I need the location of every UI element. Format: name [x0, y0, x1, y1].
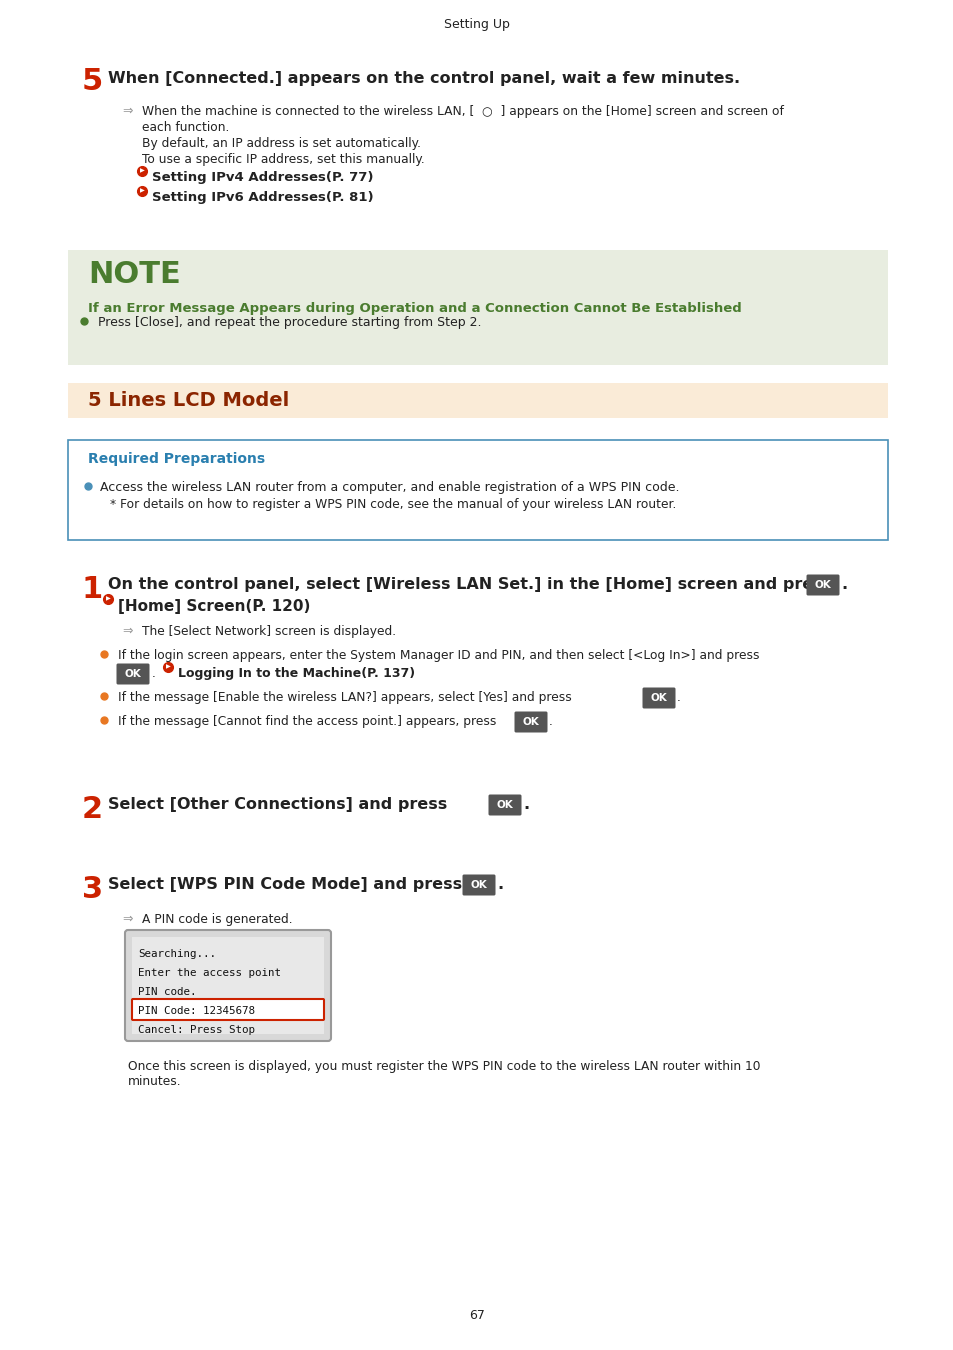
- Text: [Home] Screen(P. 120): [Home] Screen(P. 120): [118, 599, 310, 614]
- FancyBboxPatch shape: [132, 999, 324, 1021]
- Text: Enter the access point: Enter the access point: [138, 968, 281, 977]
- Text: The [Select Network] screen is displayed.: The [Select Network] screen is displayed…: [142, 625, 395, 639]
- FancyBboxPatch shape: [805, 575, 839, 595]
- Text: Setting IPv4 Addresses(P. 77): Setting IPv4 Addresses(P. 77): [152, 171, 374, 184]
- Text: 5: 5: [82, 68, 103, 96]
- Text: OK: OK: [497, 801, 513, 810]
- Text: OK: OK: [522, 717, 538, 728]
- FancyBboxPatch shape: [488, 795, 521, 815]
- Text: Logging In to the Machine(P. 137): Logging In to the Machine(P. 137): [178, 667, 415, 680]
- Text: ⇒: ⇒: [122, 625, 132, 639]
- Text: 3: 3: [82, 875, 103, 905]
- Text: NOTE: NOTE: [88, 261, 180, 289]
- Text: .: .: [522, 796, 529, 811]
- Text: By default, an IP address is set automatically.: By default, an IP address is set automat…: [142, 136, 420, 150]
- Text: On the control panel, select [Wireless LAN Set.] in the [Home] screen and press: On the control panel, select [Wireless L…: [108, 576, 831, 593]
- FancyBboxPatch shape: [462, 875, 495, 895]
- FancyBboxPatch shape: [132, 937, 324, 1034]
- Text: 5 Lines LCD Model: 5 Lines LCD Model: [88, 392, 289, 410]
- Text: A PIN code is generated.: A PIN code is generated.: [142, 913, 293, 926]
- Text: Setting Up: Setting Up: [443, 18, 510, 31]
- Text: ▶: ▶: [106, 597, 111, 602]
- Text: OK: OK: [650, 693, 667, 703]
- FancyBboxPatch shape: [514, 711, 547, 733]
- Text: each function.: each function.: [142, 122, 229, 134]
- Text: .: .: [677, 691, 680, 703]
- FancyBboxPatch shape: [68, 440, 887, 540]
- Text: .: .: [497, 878, 502, 892]
- Text: ▶: ▶: [139, 169, 144, 174]
- Text: If the message [Cannot find the access point.] appears, press: If the message [Cannot find the access p…: [118, 716, 496, 728]
- Text: To use a specific IP address, set this manually.: To use a specific IP address, set this m…: [142, 153, 424, 166]
- Text: If the login screen appears, enter the System Manager ID and PIN, and then selec: If the login screen appears, enter the S…: [118, 649, 759, 662]
- FancyBboxPatch shape: [68, 250, 887, 364]
- Text: * For details on how to register a WPS PIN code, see the manual of your wireless: * For details on how to register a WPS P…: [110, 498, 676, 512]
- Text: Access the wireless LAN router from a computer, and enable registration of a WPS: Access the wireless LAN router from a co…: [100, 481, 679, 494]
- FancyBboxPatch shape: [641, 687, 675, 709]
- Text: Select [WPS PIN Code Mode] and press: Select [WPS PIN Code Mode] and press: [108, 878, 461, 892]
- Text: 67: 67: [469, 1310, 484, 1322]
- Text: .: .: [841, 576, 846, 593]
- Text: If the message [Enable the wireless LAN?] appears, select [Yes] and press: If the message [Enable the wireless LAN?…: [118, 691, 571, 703]
- Text: Press [Close], and repeat the procedure starting from Step 2.: Press [Close], and repeat the procedure …: [98, 316, 481, 329]
- Text: ⇒: ⇒: [122, 105, 132, 117]
- Text: When [Connected.] appears on the control panel, wait a few minutes.: When [Connected.] appears on the control…: [108, 72, 740, 86]
- Text: .: .: [548, 716, 553, 728]
- Text: Cancel: Press Stop: Cancel: Press Stop: [138, 1025, 254, 1035]
- Text: 1: 1: [82, 575, 103, 603]
- Text: OK: OK: [814, 580, 830, 590]
- Text: If an Error Message Appears during Operation and a Connection Cannot Be Establis: If an Error Message Appears during Opera…: [88, 302, 741, 315]
- Text: Select [Other Connections] and press: Select [Other Connections] and press: [108, 796, 447, 811]
- Text: Searching...: Searching...: [138, 949, 215, 958]
- Text: OK: OK: [125, 670, 141, 679]
- Text: ⇒: ⇒: [122, 913, 132, 926]
- Text: When the machine is connected to the wireless LAN, [  ○  ] appears on the [Home]: When the machine is connected to the wir…: [142, 105, 783, 117]
- Text: OK: OK: [470, 880, 487, 890]
- Text: Setting IPv6 Addresses(P. 81): Setting IPv6 Addresses(P. 81): [152, 190, 374, 204]
- FancyBboxPatch shape: [68, 383, 887, 418]
- FancyBboxPatch shape: [125, 930, 331, 1041]
- Text: ▶: ▶: [166, 664, 171, 670]
- Text: PIN code.: PIN code.: [138, 987, 196, 998]
- Text: 2: 2: [82, 795, 103, 824]
- Text: .: .: [152, 667, 159, 680]
- Text: PIN Code: 12345678: PIN Code: 12345678: [138, 1006, 254, 1017]
- Text: Once this screen is displayed, you must register the WPS PIN code to the wireles: Once this screen is displayed, you must …: [128, 1060, 760, 1088]
- Text: Required Preparations: Required Preparations: [88, 452, 265, 466]
- Text: ▶: ▶: [139, 189, 144, 193]
- FancyBboxPatch shape: [116, 663, 150, 684]
